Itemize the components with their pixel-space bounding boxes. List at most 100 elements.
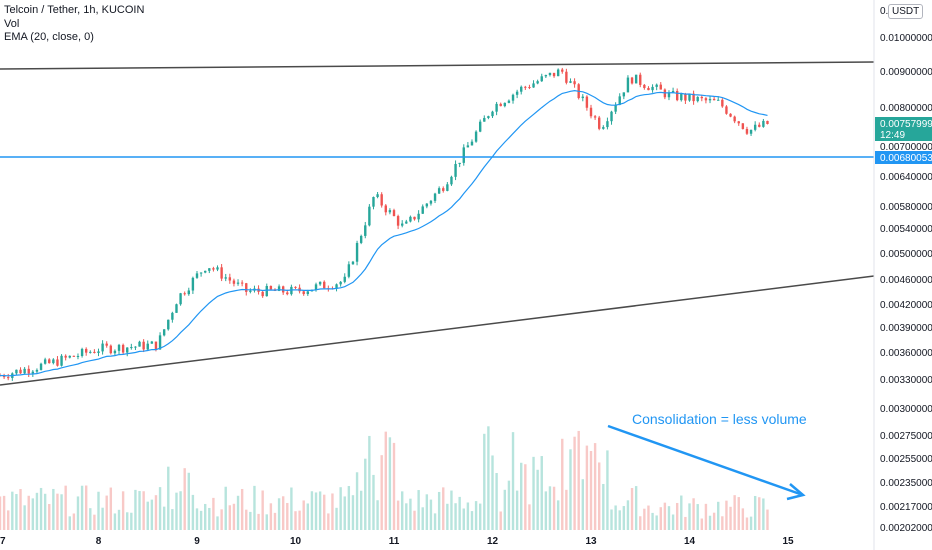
y-tick-label: 0.00420000 [880,300,932,311]
volume-bar [220,509,223,530]
annotation-arrow[interactable] [607,424,806,501]
volume-bar [696,504,699,530]
volume-bar [121,491,125,530]
volume-bar [232,503,236,530]
candle-body [376,194,379,198]
volume-bar [158,487,162,530]
candle-body [158,335,162,350]
candle-body [48,359,51,364]
currency-badge[interactable]: USDT [888,4,924,19]
volume-bar [355,472,359,530]
volume-bar [413,510,416,530]
volume-bar [593,443,597,530]
candle-body [733,116,736,122]
volume-bar [265,514,268,530]
candle-body [15,369,18,374]
volume-bar [556,500,560,530]
candle-body [602,127,605,129]
volume-bar [80,485,84,530]
time-axis[interactable]: 7 8 9 10 11 12 13 14 15 [0,536,794,547]
candle-body [409,216,412,222]
candle-body [585,96,589,108]
upper-trendline[interactable] [0,61,875,70]
candle-body [704,98,708,101]
y-tick-label: 0.00360000 [880,348,932,359]
volume-bar [372,474,375,530]
volume-bar [454,503,457,530]
x-tick-label: 10 [290,536,302,547]
volume-bar [565,489,568,530]
volume-bar [651,512,654,530]
candle-body [97,351,100,353]
candle-body [281,286,285,293]
candle-body [618,96,621,105]
volume-bar [134,489,137,530]
candle-body [249,290,252,292]
volume-bar [224,486,227,530]
volume-bar [138,491,141,530]
volume-bar [753,495,757,530]
volume-bar [675,502,679,530]
volume-bar [179,491,182,530]
volume-bar [733,495,736,530]
volume-bar [286,502,289,530]
volume-bar [7,510,10,530]
volume-bar [511,432,515,530]
candle-body [380,194,383,206]
volume-bar [548,486,552,530]
volume-bar [745,517,749,530]
volume-bar [483,433,486,530]
volume-bar [89,508,92,530]
annotation-text: Consolidation = less volume [632,411,807,427]
candle-body [220,267,223,279]
candle-body [417,213,420,220]
volume-bar [146,501,149,530]
volume-bar [84,485,88,530]
candle-body [544,75,548,77]
volume-bar [208,507,211,530]
volume-bar [290,487,293,530]
candle-body [117,344,121,351]
candle-body [466,145,470,148]
volume-bar [183,468,186,530]
candle-body [753,124,757,130]
candle-body [302,291,305,295]
volume-bar [101,507,104,530]
volume-bar [327,513,330,530]
volume-bar [655,515,658,530]
volume-bar [351,495,355,530]
volume-bar [491,455,494,530]
candle-body [651,86,654,91]
candle-body [749,129,753,134]
x-tick-label: 15 [782,536,794,547]
candle-body [126,347,129,353]
volume-bar [48,504,51,530]
volume-bar [540,456,543,530]
volume-bar [331,493,334,530]
volume-bar [585,445,589,530]
y-tick-label: 0.00500000 [880,249,932,260]
volume-bar [388,437,392,530]
candle-body [626,77,630,93]
volume-bar [216,516,219,530]
x-tick-label: 14 [684,536,696,547]
volume-bar [536,469,539,530]
volume-bar [577,430,580,530]
volume-bar [442,487,445,530]
lower-trendline[interactable] [0,275,875,386]
candle-body [675,90,679,101]
candle-body [671,90,675,93]
volume-bar [758,497,761,530]
volume-bar [60,494,63,530]
price-tags: 0.00757999 12:49 0.00680053 [875,117,932,164]
candle-body [766,120,769,124]
price-axis[interactable]: 0.010.010000000.009000000.008000000.0070… [880,6,932,534]
candle-body [610,111,613,122]
volume-bar [105,495,108,530]
volume-bar [162,506,166,530]
y-tick-label: 0.00300000 [880,404,932,415]
volume-bar [142,491,145,530]
volume-bar [150,499,154,530]
volume-bar [376,500,379,530]
